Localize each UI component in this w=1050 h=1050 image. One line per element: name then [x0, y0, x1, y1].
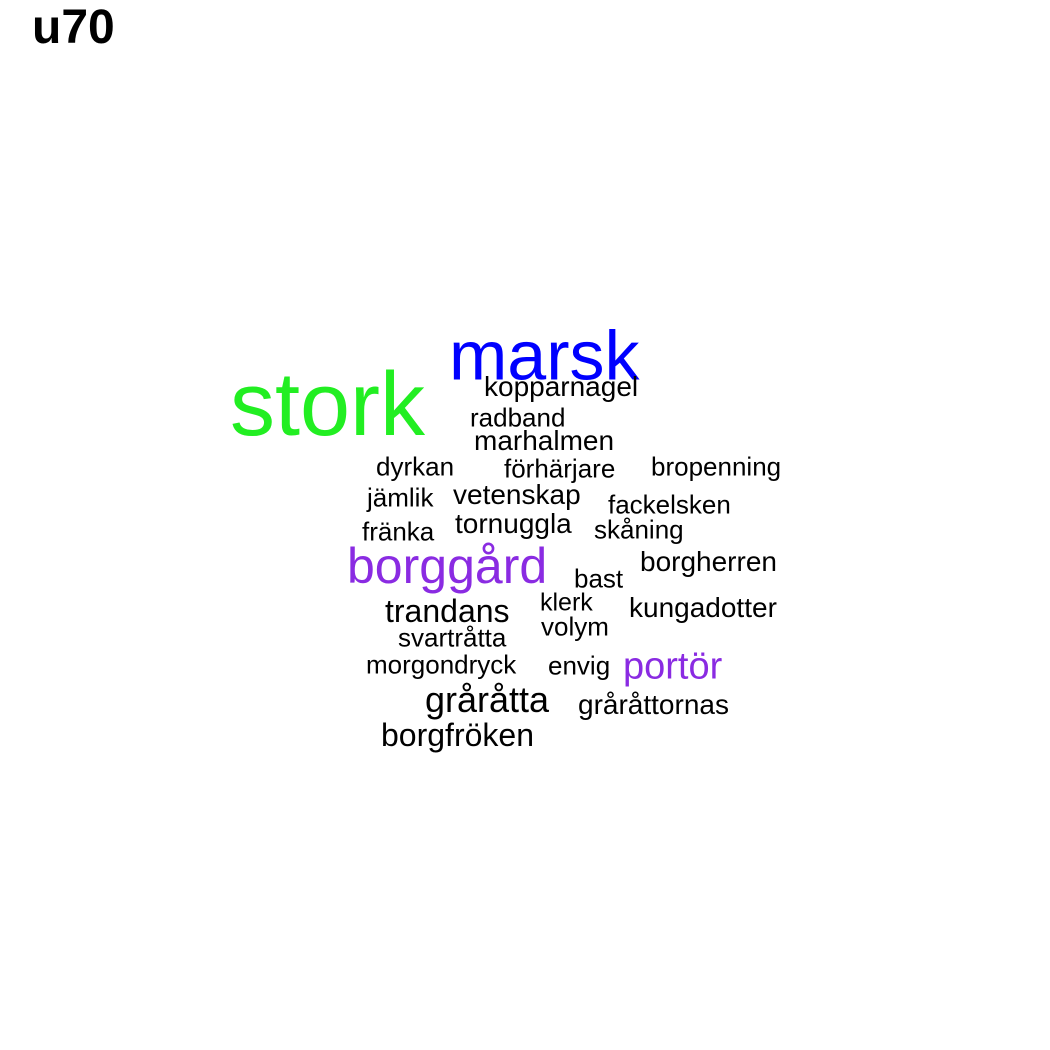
cloud-word-grarattornas: gråråttornas — [578, 689, 729, 721]
cloud-word-kungadotter: kungadotter — [629, 592, 777, 624]
cloud-word-morgondryck: morgondryck — [366, 649, 517, 680]
cloud-word-svartratta: svartråtta — [398, 622, 507, 653]
cloud-word-bropenning: bropenning — [651, 451, 782, 482]
cloud-word-forharjare: förhärjare — [504, 453, 616, 484]
cloud-word-franka: fränka — [362, 516, 435, 547]
cloud-word-borgherren: borgherren — [640, 546, 777, 578]
cloud-word-jamlik: jämlik — [367, 482, 434, 513]
cloud-word-envig: envig — [548, 650, 611, 681]
cloud-word-stork: stork — [230, 354, 426, 455]
cloud-word-vetenskap: vetenskap — [453, 479, 581, 511]
cloud-word-portor: portör — [623, 645, 723, 688]
cloud-word-radband: radband — [470, 402, 566, 433]
cloud-word-trandans: trandans — [385, 593, 510, 630]
cloud-word-skaning: skåning — [594, 514, 684, 545]
cloud-word-klerk: klerk — [540, 588, 593, 617]
cloud-word-fackelsken: fackelsken — [608, 489, 731, 520]
cloud-word-dyrkan: dyrkan — [376, 451, 455, 482]
cloud-word-kopparnagel: kopparnagel — [484, 371, 639, 403]
cloud-word-borggard: borggård — [347, 538, 548, 594]
cloud-word-borgfroken: borgfröken — [381, 717, 534, 754]
page-title: u70 — [32, 1, 115, 54]
cloud-word-graratta: gråråtta — [425, 678, 550, 720]
cloud-word-marsk: marsk — [449, 316, 640, 395]
cloud-word-tornuggla: tornuggla — [455, 508, 572, 540]
cloud-word-bast: bast — [574, 563, 624, 594]
cloud-word-volym: volym — [541, 611, 609, 642]
cloud-word-marhalmen: marhalmen — [474, 425, 615, 457]
